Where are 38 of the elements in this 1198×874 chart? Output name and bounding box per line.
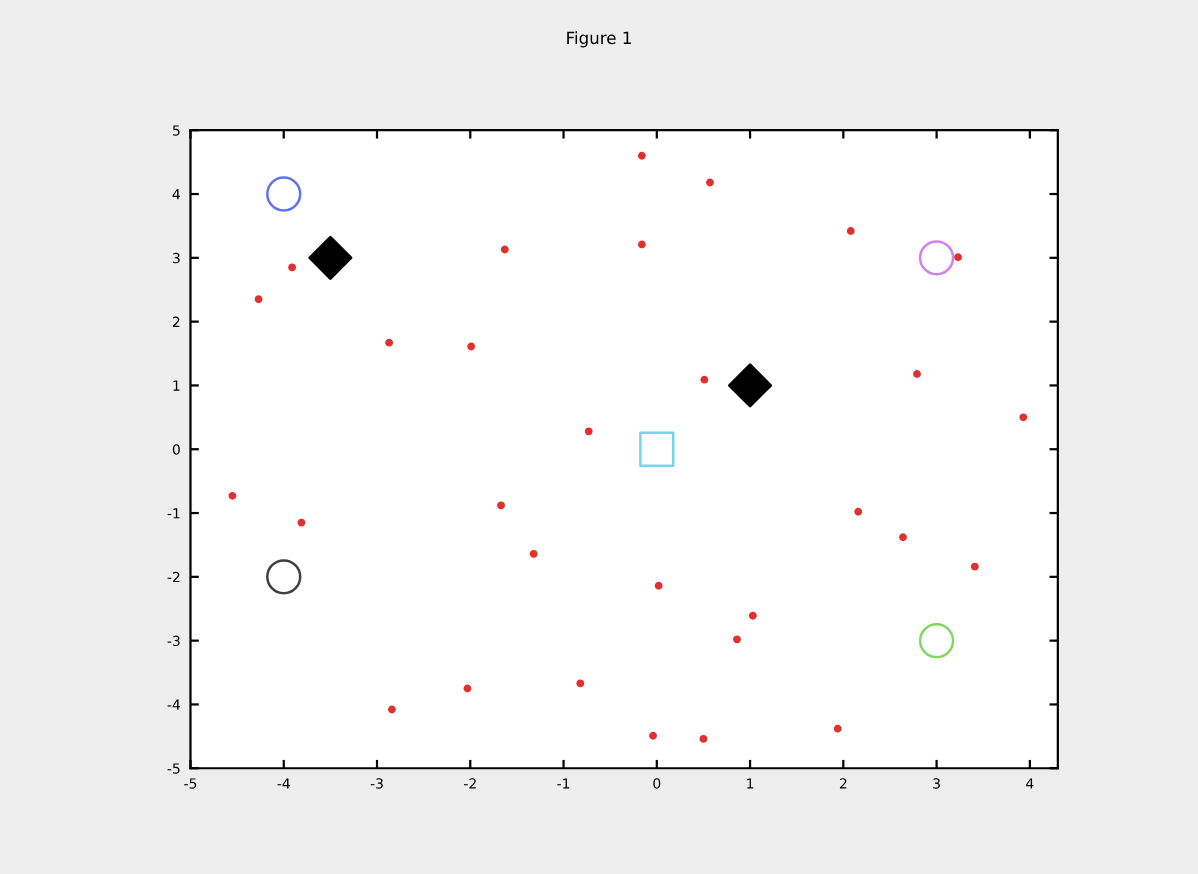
point — [637, 240, 646, 249]
point — [308, 235, 353, 280]
point — [706, 178, 714, 187]
point — [266, 559, 302, 595]
point — [970, 562, 979, 571]
point — [654, 581, 663, 590]
chart-title: Figure 1 — [567, 31, 631, 48]
point — [733, 635, 741, 644]
point — [529, 549, 538, 558]
point — [385, 338, 394, 347]
point — [700, 375, 709, 384]
point — [918, 240, 955, 276]
point — [1019, 413, 1028, 422]
point — [584, 427, 593, 436]
point — [467, 342, 476, 351]
point — [846, 227, 855, 235]
point — [748, 611, 757, 620]
point — [266, 176, 302, 212]
point — [639, 431, 675, 467]
point — [913, 370, 921, 378]
point — [576, 679, 585, 688]
point — [728, 363, 773, 408]
point — [388, 705, 396, 714]
point — [497, 501, 505, 510]
point — [899, 533, 907, 542]
point — [228, 491, 237, 500]
point — [699, 734, 708, 743]
point — [254, 295, 263, 304]
point — [833, 724, 842, 733]
point — [954, 253, 962, 262]
point — [649, 731, 657, 740]
point — [500, 245, 509, 254]
point — [297, 518, 306, 527]
point — [288, 263, 297, 272]
point — [854, 507, 863, 516]
point — [637, 151, 646, 160]
point — [918, 622, 955, 659]
point — [463, 684, 472, 693]
